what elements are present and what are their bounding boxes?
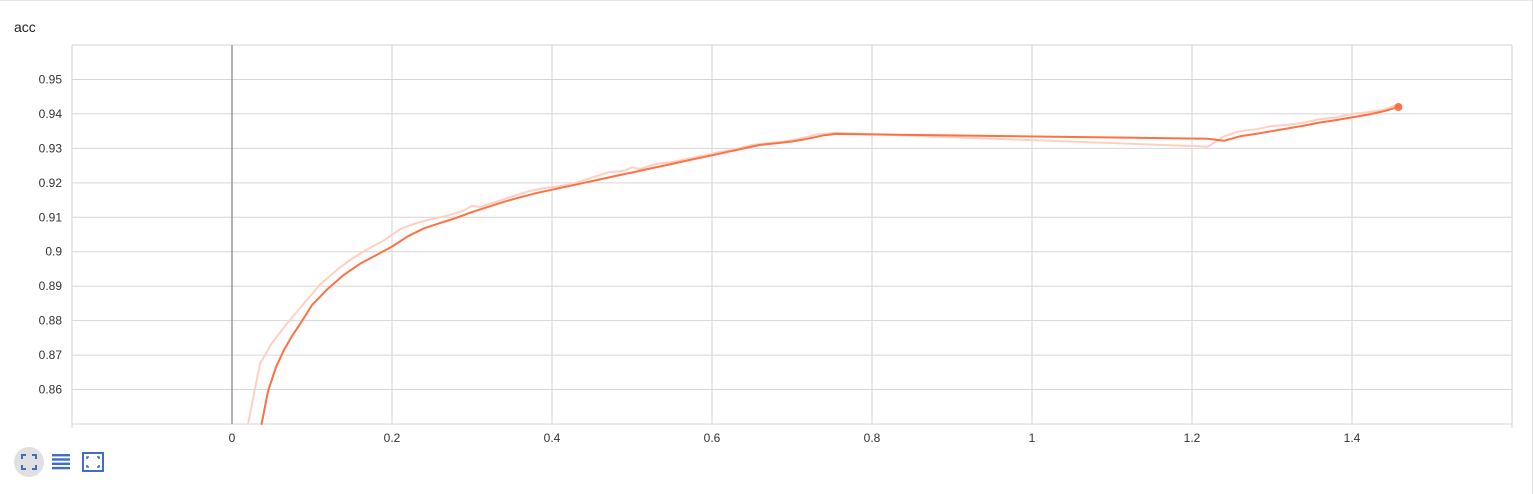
series-layer [247, 103, 1403, 425]
y-tick-label: 0.88 [39, 314, 63, 328]
last-point-marker [1394, 103, 1403, 112]
y-tick-label: 0.9 [45, 245, 62, 259]
y-tick-label: 0.87 [39, 348, 63, 362]
x-tick-label: 1.4 [1344, 431, 1361, 445]
y-tick-label: 0.94 [39, 107, 63, 121]
y-tick-label: 0.93 [39, 141, 63, 155]
x-tick-label: 1.2 [1184, 431, 1201, 445]
x-tick-label: 0 [229, 431, 236, 445]
chart-title: acc [14, 19, 36, 35]
y-tick-label: 0.95 [39, 72, 63, 86]
x-tick-label: 1 [1029, 431, 1036, 445]
x-tick-label: 0.8 [864, 431, 881, 445]
fit-domain-button[interactable] [14, 447, 44, 477]
x-tick-label: 0.4 [544, 431, 561, 445]
smoothed-acc-line [260, 106, 1400, 425]
grid-layer [71, 44, 1513, 428]
top-divider [0, 0, 1533, 1]
toggle-log-scale-button[interactable] [46, 447, 76, 477]
y-tick-label: 0.89 [39, 279, 63, 293]
raw-acc-line [247, 104, 1397, 425]
expand-chart-icon [82, 452, 104, 472]
expand-chart-button[interactable] [78, 447, 108, 477]
toggle-log-scale-icon [52, 454, 70, 470]
tick-label-layer: 0.86 0.87 0.88 0.89 0.9 0.91 0.92 0.93 0.94 0.95 0… [39, 72, 1361, 445]
x-tick-label: 0.2 [384, 431, 401, 445]
y-tick-label: 0.91 [39, 210, 63, 224]
y-tick-label: 0.92 [39, 176, 63, 190]
x-tick-label: 0.6 [704, 431, 721, 445]
y-tick-label: 0.86 [39, 383, 63, 397]
fit-domain-icon [21, 454, 37, 470]
chart-toolbar [14, 447, 110, 477]
